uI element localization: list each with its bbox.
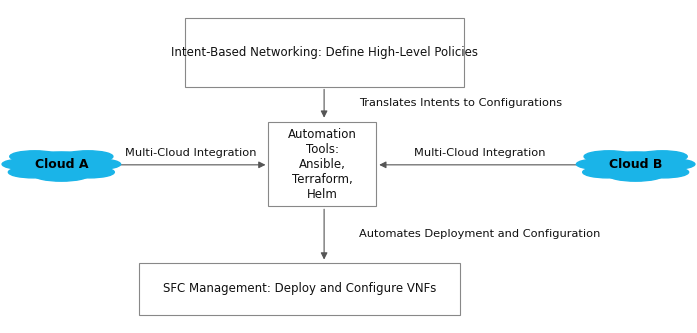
FancyBboxPatch shape [139,263,460,315]
Ellipse shape [8,166,59,178]
Text: Automation
Tools:
Ansible,
Terraform,
Helm: Automation Tools: Ansible, Terraform, He… [288,128,357,200]
Ellipse shape [75,159,121,169]
FancyBboxPatch shape [268,122,376,206]
Ellipse shape [618,161,684,176]
Text: Intent-Based Networking: Define High-Level Policies: Intent-Based Networking: Define High-Lev… [171,46,477,59]
Text: Multi-Cloud Integration: Multi-Cloud Integration [414,148,545,158]
Ellipse shape [637,151,687,162]
Ellipse shape [33,168,89,181]
Ellipse shape [13,161,79,176]
Text: SFC Management: Deploy and Configure VNFs: SFC Management: Deploy and Configure VNF… [163,282,436,295]
Ellipse shape [2,159,48,169]
Ellipse shape [608,168,664,181]
Ellipse shape [649,159,695,169]
Ellipse shape [583,166,633,178]
Ellipse shape [599,152,672,168]
Ellipse shape [584,151,634,162]
Text: Cloud B: Cloud B [609,158,662,171]
Ellipse shape [63,151,113,162]
Text: Cloud A: Cloud A [35,158,88,171]
Ellipse shape [10,151,60,162]
Text: Multi-Cloud Integration: Multi-Cloud Integration [125,148,256,158]
Ellipse shape [43,161,110,176]
Ellipse shape [638,166,689,178]
FancyBboxPatch shape [185,18,464,87]
Ellipse shape [587,161,654,176]
Text: Automates Deployment and Configuration: Automates Deployment and Configuration [359,229,600,239]
Ellipse shape [576,159,622,169]
Text: Translates Intents to Configurations: Translates Intents to Configurations [359,98,562,108]
Ellipse shape [25,152,98,168]
Ellipse shape [64,166,114,178]
